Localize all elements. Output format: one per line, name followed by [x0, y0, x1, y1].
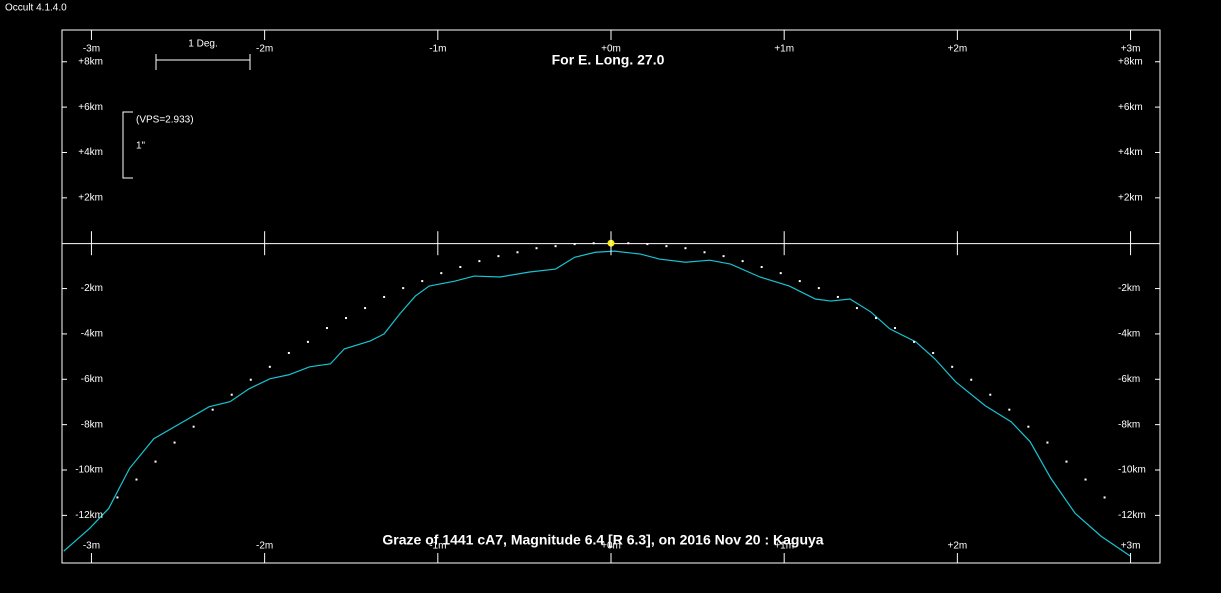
y-tick-label: -12km: [75, 510, 103, 521]
arcsec-scale-bar: [122, 111, 133, 179]
x-tick-label: +3m: [1121, 541, 1141, 552]
y-tick-label: -4km: [81, 329, 103, 340]
x-tick-label: -3m: [83, 44, 100, 55]
plot-frame: [61, 29, 1161, 564]
longitude-label: For E. Long. 27.0: [552, 52, 665, 68]
limit-dot: [741, 260, 744, 263]
limit-dot: [1103, 496, 1106, 499]
limit-dot: [1084, 478, 1087, 481]
limit-dot: [684, 247, 687, 250]
limit-dot: [817, 287, 820, 290]
arcsec-label: 1": [136, 141, 146, 152]
limit-dot: [665, 245, 668, 248]
x-tick-label: +1m: [774, 44, 794, 55]
limit-dot: [421, 280, 424, 283]
y-tick-label: +2km: [78, 192, 103, 203]
x-tick-label: +2m: [948, 541, 968, 552]
y-tick-label: -10km: [1118, 465, 1146, 476]
limit-dot: [364, 307, 367, 310]
limit-dot: [383, 295, 386, 298]
limit-dot: [535, 247, 538, 250]
x-tick-label: +1m: [774, 541, 794, 552]
limit-dot: [135, 478, 138, 481]
x-tick-label: +0m: [601, 541, 621, 552]
limit-dot: [646, 243, 649, 246]
y-tick-label: -6km: [1118, 374, 1140, 385]
limit-dot: [627, 242, 630, 245]
x-tick-label: -1m: [429, 541, 446, 552]
limb-profile: [63, 250, 1131, 557]
x-tick-label: -1m: [429, 44, 446, 55]
limit-dot: [516, 251, 519, 254]
limit-dot: [573, 243, 576, 246]
limit-dot: [932, 351, 935, 354]
limit-dot: [440, 272, 443, 275]
y-tick-label: -2km: [1118, 283, 1140, 294]
y-tick-label: +4km: [78, 147, 103, 158]
y-tick-label: +4km: [1118, 147, 1143, 158]
limit-dot: [497, 255, 500, 258]
y-tick-label: -8km: [1118, 419, 1140, 430]
y-tick-label: -8km: [81, 419, 103, 430]
y-tick-label: -12km: [1118, 510, 1146, 521]
limit-dot: [116, 496, 119, 499]
y-tick-label: -6km: [81, 374, 103, 385]
limit-dot: [592, 242, 595, 245]
limit-dot: [894, 327, 897, 330]
y-tick-label: +2km: [1118, 192, 1143, 203]
limit-dot: [874, 317, 877, 320]
limit-dot: [325, 327, 328, 330]
limit-dot: [1008, 408, 1011, 411]
limit-dot: [154, 460, 157, 463]
limit-dot: [554, 245, 557, 248]
y-tick-label: +6km: [1118, 102, 1143, 113]
x-tick-label: +0m: [601, 44, 621, 55]
vps-label: (VPS=2.933): [136, 115, 194, 126]
x-tick-label: -2m: [256, 44, 273, 55]
limit-dot: [345, 317, 348, 320]
x-tick-label: -2m: [256, 541, 273, 552]
limit-dot: [989, 393, 992, 396]
y-tick-label: +6km: [78, 102, 103, 113]
y-tick-label: -10km: [75, 465, 103, 476]
limit-dot: [230, 393, 233, 396]
limit-dot: [478, 260, 481, 263]
limit-dot: [459, 266, 462, 269]
limit-dot: [703, 251, 706, 254]
limit-dot: [287, 351, 290, 354]
x-tick-label: -3m: [83, 541, 100, 552]
limit-dot: [798, 280, 801, 283]
limit-dot: [722, 255, 725, 258]
limit-dot: [192, 425, 195, 428]
plot-area: [63, 239, 1131, 557]
y-tick-label: +8km: [1118, 56, 1143, 67]
limit-dot: [402, 287, 405, 290]
chart-title: Graze of 1441 cA7, Magnitude 6.4 [R 6.3]…: [382, 532, 823, 548]
limit-dot: [173, 441, 176, 444]
limit-dot: [211, 408, 214, 411]
limit-dot: [1027, 425, 1030, 428]
limit-dot: [951, 365, 954, 368]
x-tick-label: +2m: [948, 44, 968, 55]
limit-dot: [779, 272, 782, 275]
y-tick-label: +8km: [78, 56, 103, 67]
limit-dot: [913, 340, 916, 343]
limit-dot: [268, 365, 271, 368]
y-tick-label: -4km: [1118, 329, 1140, 340]
limit-dot: [306, 340, 309, 343]
x-tick-label: +3m: [1121, 44, 1141, 55]
degree-scale-label: 1 Deg.: [188, 39, 217, 50]
y-tick-label: -2km: [81, 283, 103, 294]
limit-dot: [760, 266, 763, 269]
limit-dot: [1065, 460, 1068, 463]
limit-dot: [249, 378, 252, 381]
window-title: Occult 4.1.4.0: [5, 3, 67, 14]
limit-dot: [855, 307, 858, 310]
limit-dot: [1046, 441, 1049, 444]
limit-dot: [970, 378, 973, 381]
limit-dot: [836, 295, 839, 298]
